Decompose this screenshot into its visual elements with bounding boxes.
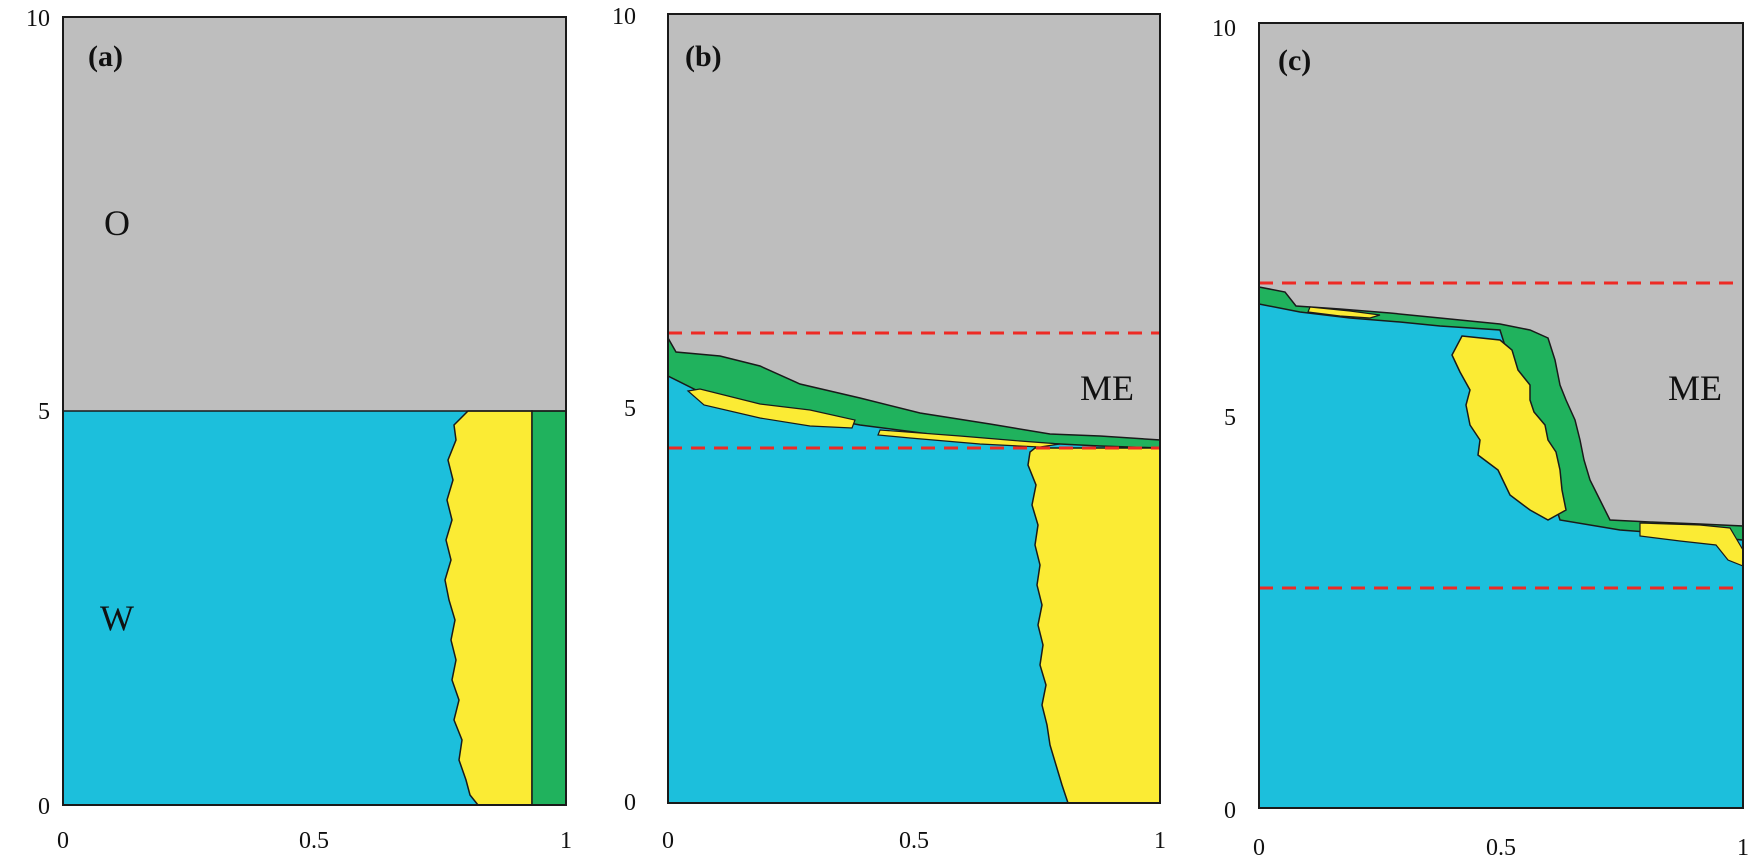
yellow-phase-strip xyxy=(686,388,856,429)
x-tick-label: 1 xyxy=(1154,828,1166,854)
yellow-phase-pocket xyxy=(1451,335,1567,521)
plot-frame xyxy=(62,16,567,806)
water-phase-label: W xyxy=(100,598,134,638)
oil-phase-label: O xyxy=(104,203,130,243)
y-axis: 10 5 0 xyxy=(1212,16,1236,824)
x-tick-label: 0 xyxy=(662,828,674,854)
panel-label: (c) xyxy=(1278,44,1311,77)
x-tick-label: 1 xyxy=(1737,835,1749,861)
y-tick-label: 5 xyxy=(624,396,636,422)
x-tick-label: 0.5 xyxy=(1486,835,1516,861)
y-axis: 10 5 0 xyxy=(612,4,636,816)
middle-phase-label: ME xyxy=(1080,368,1134,408)
panel-b: (b) ME 10 5 0 0 0.5 1 xyxy=(612,4,1166,854)
y-tick-label: 0 xyxy=(1224,798,1236,824)
panel-label: (b) xyxy=(685,40,722,73)
yellow-phase-band xyxy=(1027,447,1161,804)
plot-frame xyxy=(667,13,1161,804)
y-tick-label: 10 xyxy=(26,6,50,32)
x-axis: 0 0.5 1 xyxy=(1253,835,1749,861)
x-tick-label: 0 xyxy=(1253,835,1265,861)
x-tick-label: 0 xyxy=(57,828,69,854)
y-tick-label: 0 xyxy=(38,794,50,820)
yellow-phase-strip xyxy=(1639,522,1744,567)
y-tick-label: 10 xyxy=(612,4,636,30)
yellow-phase-band xyxy=(444,410,533,806)
panel-c: (c) ME 10 5 0 0 0.5 1 xyxy=(1212,16,1749,861)
water-region xyxy=(1259,304,1743,808)
plot-frame xyxy=(1258,22,1744,809)
panel-a: (a) O W 10 5 0 0 0.5 1 xyxy=(26,6,572,854)
x-axis: 0 0.5 1 xyxy=(662,828,1166,854)
x-tick-label: 1 xyxy=(560,828,572,854)
y-axis: 10 5 0 xyxy=(26,6,50,820)
panel-label: (a) xyxy=(88,40,123,73)
y-tick-label: 5 xyxy=(1224,405,1236,431)
green-phase-band xyxy=(531,410,567,806)
oil-region xyxy=(63,17,566,411)
x-axis: 0 0.5 1 xyxy=(57,828,572,854)
x-tick-label: 0.5 xyxy=(299,828,329,854)
x-tick-label: 0.5 xyxy=(899,828,929,854)
y-tick-label: 5 xyxy=(38,399,50,425)
yellow-phase-strip xyxy=(1307,306,1381,319)
y-tick-label: 10 xyxy=(1212,16,1236,42)
middle-phase-label: ME xyxy=(1668,368,1722,408)
y-tick-label: 0 xyxy=(624,790,636,816)
